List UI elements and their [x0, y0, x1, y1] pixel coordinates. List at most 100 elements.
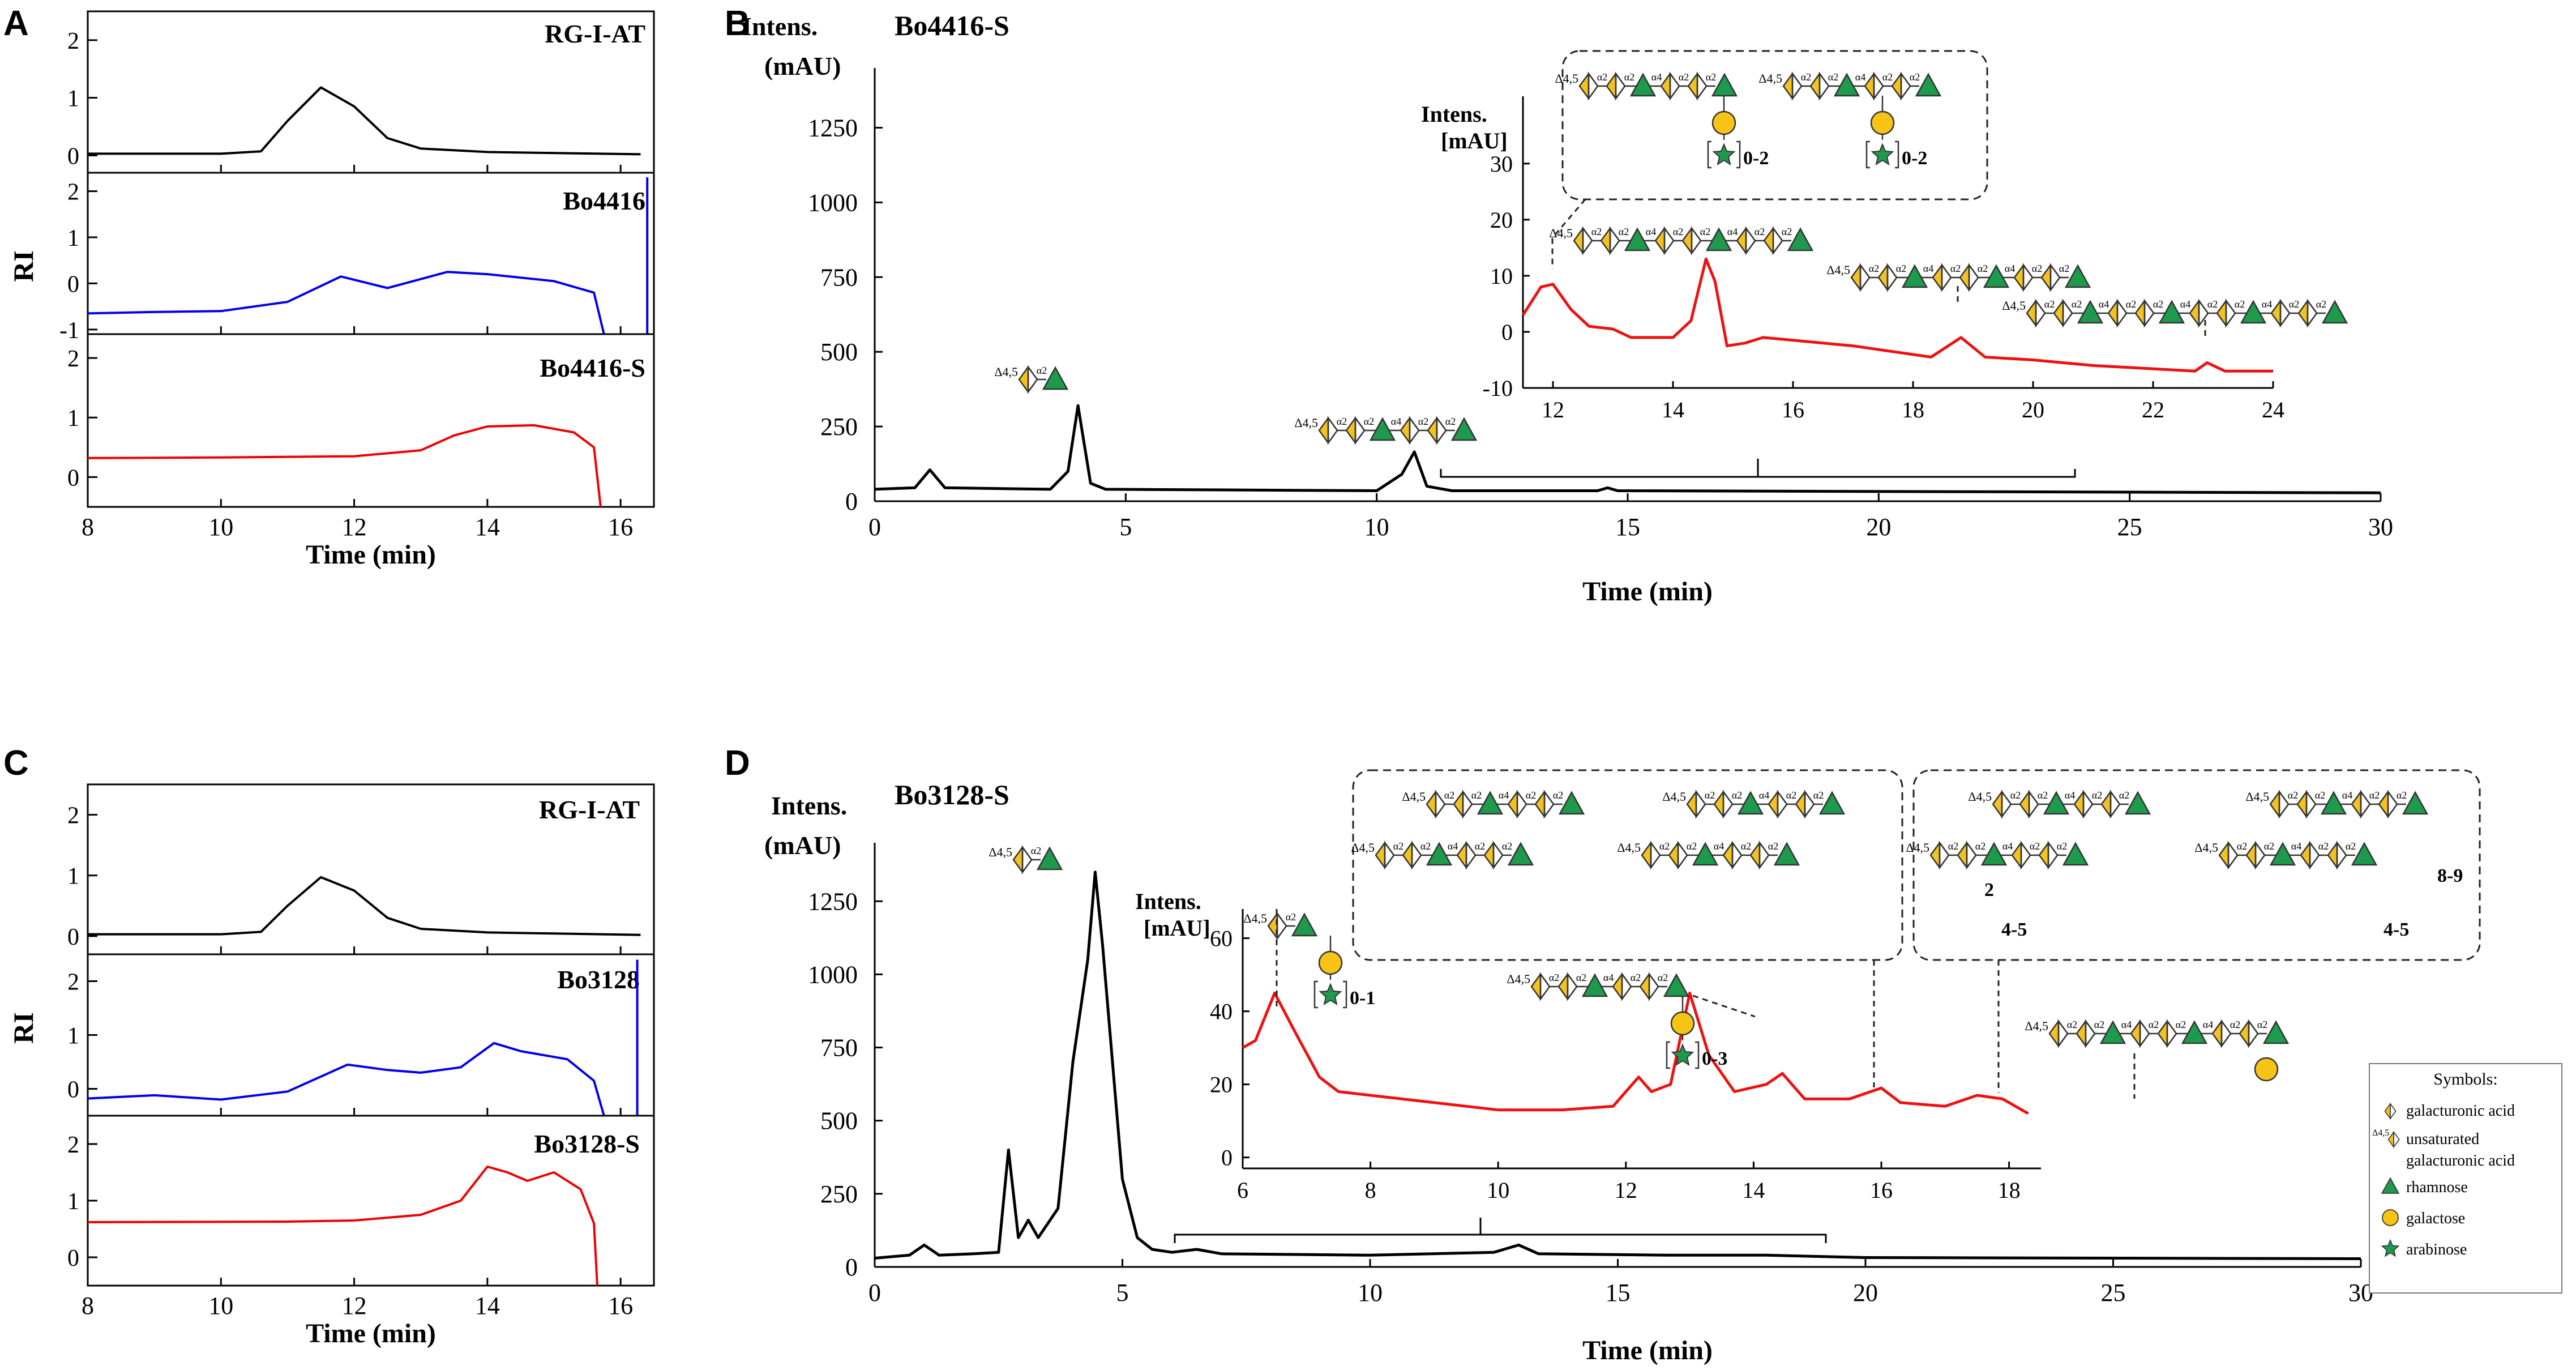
symbols-legend: Symbols: galacturonic acid Δ4,5 unsatura…	[2369, 1063, 2562, 1294]
d-linkage-label: α2	[1687, 840, 1697, 852]
panel-b-inset-ylabel-line1: Intens.	[1421, 101, 1487, 127]
d-linkage-label: α2	[2288, 789, 2298, 801]
b-inset-ytick-label: 20	[1490, 207, 1513, 233]
galacturonic-diamond-icon	[2040, 264, 2061, 291]
galacturonic-diamond-icon	[1427, 417, 1447, 444]
d-linkage-label: α4	[2342, 789, 2352, 801]
d-ytick-label: 1250	[808, 887, 858, 915]
b-linkage-label: α2	[1882, 71, 1893, 83]
rhamnose-triangle-icon	[1787, 228, 1813, 251]
galacturonic-diamond-icon	[2100, 791, 2121, 818]
d-linkage-label: α2	[1813, 789, 1824, 801]
panel-a-series-label: RG-I-AT	[545, 19, 645, 48]
galactose-circle-icon	[2254, 1057, 2279, 1082]
b-linkage-label: α2	[2235, 298, 2245, 310]
d-inset-ytick-label: 0	[1221, 1145, 1233, 1171]
galacturonic-diamond-icon	[1012, 846, 1033, 873]
galacturonic-diamond-icon	[2026, 300, 2046, 327]
galacturonic-diamond-icon	[1606, 72, 1626, 100]
c-ytick-label: 2	[67, 970, 79, 996]
panel-b-zoom-bracket	[1440, 459, 2076, 478]
panel-d-zoom-bracket	[1174, 1218, 1827, 1243]
c-ytick-label: 0	[67, 1077, 79, 1103]
a-ytick-label: -1	[59, 318, 79, 344]
d-linkage-label: α2	[2237, 840, 2247, 852]
d-linkage-label: α4	[2065, 789, 2075, 801]
galacturonic-diamond-icon	[1668, 842, 1688, 869]
c-ytick-label: 2	[67, 1132, 79, 1158]
b-inset-xtick-label: 18	[1902, 397, 1924, 422]
b-linkage-label: α2	[2044, 298, 2055, 310]
panel-d-title: Bo3128-S	[895, 779, 1009, 810]
d-repeat-label: 0-3	[1702, 1048, 1727, 1069]
arabinose-star-icon	[1713, 144, 1735, 165]
galacturonic-diamond-icon	[1639, 973, 1659, 1000]
galacturonic-diamond-icon	[1600, 227, 1620, 254]
b-linkage-label: α2	[2032, 263, 2042, 274]
b-inset-trace-line	[1521, 257, 2273, 373]
b-linkage-label: α2	[2059, 263, 2069, 274]
galacturonic-diamond-icon	[1402, 842, 1422, 869]
panel-a-subplot-frame	[87, 333, 655, 508]
d-linkage-label: α2	[2369, 789, 2380, 801]
rhamnose-triangle-icon	[1663, 974, 1689, 997]
galacturonic-diamond-icon	[1736, 227, 1756, 254]
a-xtick-label: 12	[342, 513, 367, 541]
galacturonic-diamond-icon	[2053, 300, 2073, 327]
d-inset-xtick-label: 12	[1615, 1177, 1637, 1203]
galacturonic-diamond-icon	[2011, 842, 2031, 869]
b-delta-label: Δ4,5	[2002, 298, 2026, 313]
c-xtick-label: 14	[475, 1292, 500, 1320]
galacturonic-diamond-icon	[2019, 791, 2039, 818]
d-xtick-label: 5	[1116, 1279, 1129, 1307]
galacturonic-diamond-icon	[2076, 1020, 2096, 1047]
panel-b-axes: 0 250 500 750 1000 1250 0 5 10 15 20 25 30	[808, 68, 2393, 541]
c-ytick-label: 2	[67, 803, 79, 829]
panel-c-ylabel: RI	[7, 1012, 39, 1044]
b-ytick-label: 250	[820, 413, 858, 441]
b-linkage-label: α2	[1782, 226, 1792, 237]
d-delta-label: Δ4,5	[1968, 789, 1992, 804]
b-linkage-label: α2	[1624, 71, 1634, 83]
galacturonic-diamond-icon	[1557, 973, 1578, 1000]
galacturonic-diamond-icon	[1722, 842, 1743, 869]
d-repeat-label: 8-9	[2437, 865, 2463, 886]
a-xtick-label: 8	[82, 513, 94, 541]
b-ytick-label: 500	[820, 338, 858, 366]
b-trace-line	[874, 404, 2381, 494]
panel-b-xlabel: Time (min)	[1582, 577, 1713, 607]
d-linkage-label: α4	[2291, 840, 2301, 852]
b-inset-xtick-label: 14	[1662, 397, 1684, 422]
d-linkage-label: α4	[1448, 840, 1458, 852]
d-delta-label: Δ4,5	[989, 845, 1012, 859]
d-inset-ytick-label: 60	[1210, 926, 1233, 951]
b-linkage-label: α2	[2153, 298, 2163, 310]
galacturonic-diamond-icon	[1686, 791, 1706, 818]
galacturonic-diamond-icon	[1763, 227, 1783, 254]
d-linkage-label: α2	[2149, 1019, 2159, 1030]
galacturonic-diamond-icon	[1573, 227, 1593, 254]
c-ytick-label: 0	[67, 924, 79, 950]
b-repeat-label: 0-2	[1743, 148, 1769, 169]
d-ytick-label: 750	[820, 1034, 858, 1062]
legend-entry: galactose	[2406, 1210, 2465, 1227]
b-linkage-label: α4	[1727, 226, 1738, 237]
d-linkage-label: α2	[2230, 1019, 2240, 1030]
d-delta-label: Δ4,5	[1617, 840, 1641, 855]
d-linkage-label: α2	[1705, 789, 1715, 801]
b-linkage-label: α4	[1391, 416, 1401, 427]
galacturonic-diamond-icon	[1992, 791, 2012, 818]
b-inset-ytick-label: 0	[1501, 319, 1513, 345]
d-inset-xtick-label: 16	[1870, 1177, 1893, 1203]
panel-b-glycan-box	[1561, 50, 1988, 200]
d-linkage-label: α2	[2067, 1019, 2077, 1030]
panel-letter-d: D	[725, 744, 750, 783]
galacturonic-diamond-icon	[1681, 227, 1702, 254]
rhamnose-triangle-icon	[2322, 300, 2348, 324]
galacturonic-diamond-icon	[1345, 417, 1366, 444]
d-xtick-label: 0	[868, 1279, 881, 1307]
galacturonic-diamond-icon	[1959, 264, 1979, 291]
